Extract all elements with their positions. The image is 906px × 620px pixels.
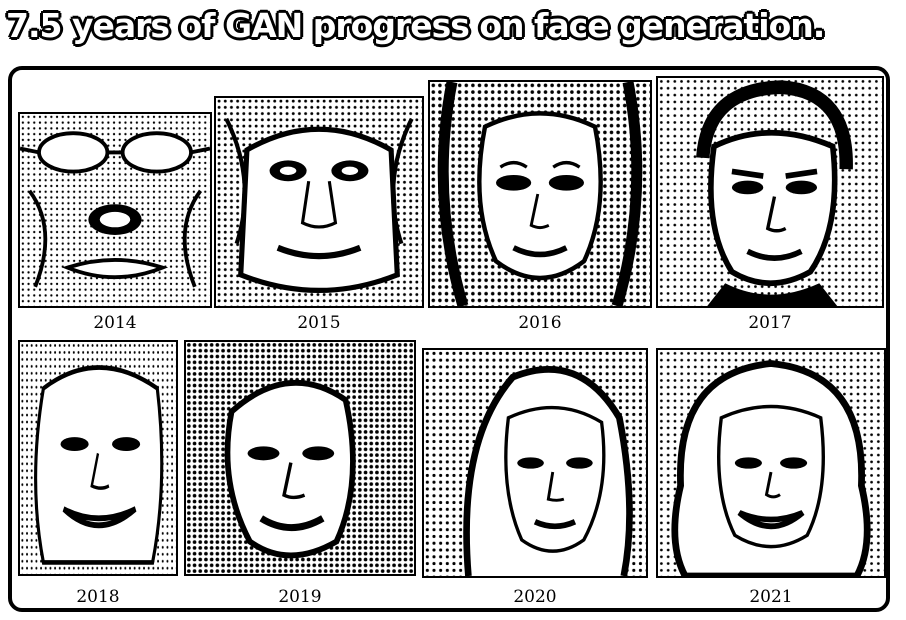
- face-image-2015: [214, 96, 424, 308]
- year-label-2020: 2020: [513, 587, 557, 607]
- year-label-2021: 2021: [749, 587, 793, 607]
- year-label-2014: 2014: [93, 313, 137, 333]
- year-label-2019: 2019: [278, 587, 322, 607]
- face-image-2020: [422, 348, 648, 578]
- face-image-2017: [656, 76, 884, 308]
- face-image-2021: [656, 348, 886, 578]
- face-image-2016: [428, 80, 652, 308]
- year-label-2016: 2016: [518, 313, 562, 333]
- year-label-2018: 2018: [76, 587, 120, 607]
- face-image-2018: [18, 340, 178, 576]
- face-image-2014: [18, 112, 212, 308]
- page-title: 7.5 years of GAN progress on face genera…: [6, 6, 825, 45]
- face-image-2019: [184, 340, 416, 576]
- year-label-2015: 2015: [297, 313, 341, 333]
- year-label-2017: 2017: [748, 313, 792, 333]
